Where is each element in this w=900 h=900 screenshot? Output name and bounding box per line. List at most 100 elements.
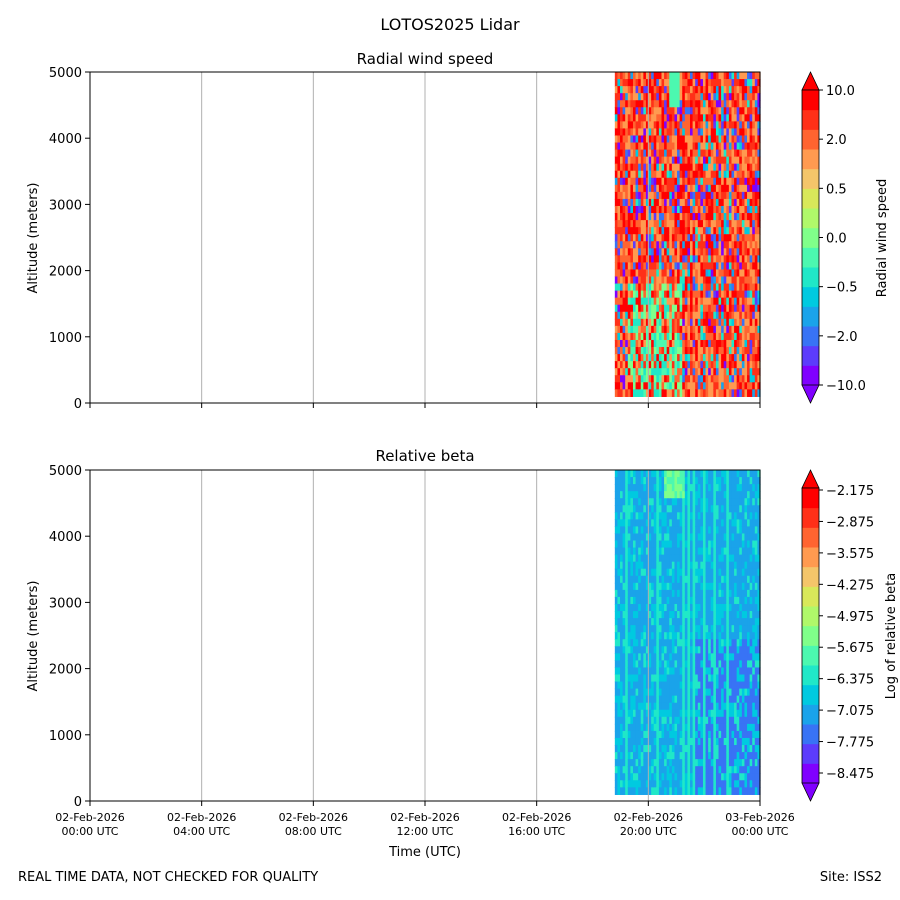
heatmap-cell	[638, 512, 642, 520]
heatmap-cell	[728, 248, 733, 256]
heatmap-cell	[664, 477, 668, 485]
heatmap-cell	[664, 603, 668, 612]
heatmap-cell	[700, 177, 704, 186]
heatmap-cell	[651, 547, 655, 556]
heatmap-cell	[692, 484, 696, 492]
heatmap-cell	[684, 773, 689, 781]
heatmap-cell	[741, 611, 746, 619]
heatmap-cell	[661, 184, 665, 193]
heatmap-cell	[656, 100, 660, 108]
heatmap-cell	[653, 304, 657, 313]
heatmap-cell	[684, 325, 689, 334]
heatmap-cell	[677, 297, 681, 306]
heatmap-cell	[692, 477, 696, 485]
heatmap-cell	[617, 163, 621, 172]
heatmap-cell	[643, 361, 647, 369]
heatmap-cell	[731, 269, 735, 278]
heatmap-cell	[669, 533, 673, 542]
heatmap-cell	[705, 325, 709, 334]
heatmap-cell	[666, 568, 670, 577]
heatmap-cell	[734, 632, 738, 640]
heatmap-cell	[692, 589, 696, 598]
heatmap-cell	[658, 269, 663, 278]
heatmap-cell	[710, 681, 714, 690]
heatmap-cell	[700, 737, 704, 746]
heatmap-cell	[739, 332, 743, 341]
heatmap-cell	[648, 491, 652, 499]
heatmap-cell	[645, 107, 650, 115]
heatmap-cell	[666, 681, 670, 690]
heatmap-cell	[658, 498, 663, 506]
heatmap-cell	[726, 347, 730, 355]
heatmap-cell	[744, 241, 748, 249]
heatmap-cell	[687, 241, 691, 249]
heatmap-cell	[695, 695, 699, 704]
heatmap-cell	[687, 568, 691, 577]
heatmap-cell	[669, 766, 673, 774]
heatmap-cell	[728, 375, 733, 383]
heatmap-cell	[690, 93, 694, 101]
heatmap-cell	[643, 716, 647, 725]
heatmap-cell	[687, 787, 691, 795]
heatmap-cell	[741, 149, 746, 158]
heatmap-cell	[710, 603, 714, 612]
heatmap-cell	[620, 787, 624, 795]
heatmap-cell	[666, 653, 670, 661]
heatmap-cell	[734, 547, 738, 556]
heatmap-cell	[718, 361, 722, 369]
heatmap-cell	[648, 660, 652, 669]
heatmap-cell	[664, 177, 668, 186]
heatmap-cell	[754, 368, 759, 376]
heatmap-cell	[713, 234, 717, 242]
heatmap-cell	[677, 332, 681, 341]
heatmap-cell	[713, 554, 717, 563]
heatmap-cell	[658, 311, 663, 320]
heatmap-cell	[682, 526, 686, 535]
heatmap-cell	[617, 484, 621, 492]
heatmap-cell	[705, 262, 709, 271]
heatmap-cell	[705, 512, 709, 520]
heatmap-cell	[614, 618, 619, 626]
heatmap-cell	[697, 695, 701, 704]
heatmap-cell	[658, 660, 663, 669]
heatmap-cell	[679, 389, 683, 397]
heatmap-cell	[726, 723, 730, 732]
heatmap-cell	[651, 269, 655, 278]
heatmap-cell	[614, 582, 619, 591]
heatmap-cell	[614, 625, 619, 633]
heatmap-cell	[747, 262, 751, 271]
heatmap-cell	[617, 121, 621, 130]
heatmap-cell	[640, 632, 644, 640]
heatmap-cell	[664, 156, 668, 165]
heatmap-cell	[705, 618, 709, 626]
heatmap-cell	[747, 234, 751, 242]
heatmap-cell	[692, 702, 696, 711]
heatmap-cell	[643, 177, 647, 186]
heatmap-cell	[666, 198, 670, 207]
heatmap-cell	[622, 752, 626, 760]
heatmap-cell	[656, 177, 660, 186]
heatmap-cell	[741, 135, 746, 144]
heatmap-cell	[695, 142, 699, 151]
heatmap-cell	[617, 603, 621, 612]
heatmap-cell	[643, 389, 647, 397]
heatmap-cell	[736, 361, 740, 369]
heatmap-cell	[625, 72, 629, 80]
colorbar-segment	[802, 247, 819, 268]
heatmap-cell	[697, 375, 701, 383]
heatmap-cell	[632, 759, 637, 767]
heatmap-cell	[684, 477, 689, 485]
heatmap-cell	[643, 128, 647, 137]
heatmap-cell	[638, 625, 642, 633]
heatmap-cell	[734, 93, 738, 101]
heatmap-cell	[682, 632, 686, 640]
heatmap-cell	[749, 325, 753, 334]
heatmap-cell	[690, 213, 694, 221]
heatmap-cell	[627, 198, 631, 207]
heatmap-cell	[692, 142, 696, 151]
heatmap-cell	[692, 618, 696, 626]
heatmap-cell	[620, 368, 624, 376]
heatmap-cell	[671, 780, 676, 788]
heatmap-cell	[744, 681, 748, 690]
heatmap-cell	[705, 575, 709, 584]
